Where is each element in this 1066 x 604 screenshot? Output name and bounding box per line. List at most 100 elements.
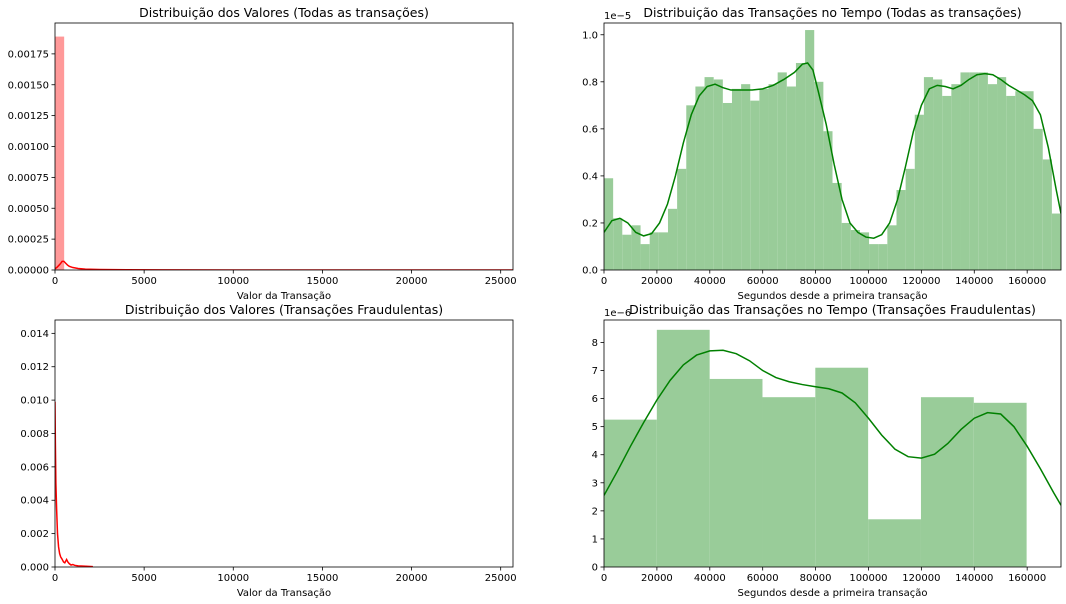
histogram-bar [604, 178, 614, 270]
histogram-bar [869, 244, 879, 270]
histogram-bar [640, 244, 650, 270]
x-tick-label: 10000 [217, 573, 249, 584]
y-offset-label: 1e−6 [604, 308, 631, 319]
y-tick-label: 0.00000 [8, 266, 49, 277]
histogram-bar [1051, 213, 1061, 270]
x-tick-label: 20000 [641, 573, 673, 584]
y-tick-label: 0.6 [582, 124, 598, 135]
histogram-bar [841, 222, 851, 270]
y-tick-label: 0.00175 [8, 49, 49, 60]
histogram-bar [805, 30, 815, 270]
x-tick-label: 0 [52, 573, 58, 584]
x-tick-label: 100000 [849, 573, 887, 584]
chart-title: Distribuição dos Valores (Transações Fra… [125, 302, 443, 317]
plot-area [604, 329, 1061, 567]
histogram-bar [613, 218, 623, 270]
histogram-bar [868, 519, 921, 567]
histogram-bar [768, 84, 778, 270]
x-tick-label: 10000 [217, 276, 249, 287]
histogram-bar [987, 84, 998, 270]
y-tick-label: 6 [592, 394, 598, 405]
x-tick-label: 25000 [485, 573, 517, 584]
y-tick-label: 0.008 [20, 429, 49, 440]
y-tick-label: 0.012 [20, 362, 49, 373]
x-axis-label: Valor da Transação [237, 588, 331, 599]
y-tick-label: 0.004 [20, 496, 49, 507]
y-tick-label: 4 [592, 450, 598, 461]
chart-title: Distribuição das Transações no Tempo (Tr… [629, 302, 1036, 317]
histogram-bar [709, 378, 763, 567]
chart-time-fraud: 0 20000 40000 60000 80000 100000 120000 140000 1… [592, 302, 1062, 599]
x-tick-label: 160000 [1008, 573, 1046, 584]
histogram-bar [731, 88, 742, 270]
y-tick-label: 0.002 [20, 529, 49, 540]
y-tick-label: 0.014 [20, 329, 49, 340]
histogram-bar [878, 244, 888, 270]
axes-frame [603, 22, 1062, 271]
histogram-bar [923, 77, 934, 270]
histogram-bar [942, 95, 952, 270]
histogram-bar [905, 168, 915, 270]
histogram-bar [1042, 159, 1052, 270]
x-tick-label: 160000 [1008, 276, 1046, 287]
histogram-bar [786, 86, 796, 270]
histogram-bar [604, 419, 657, 567]
histogram-bar [1006, 95, 1016, 270]
histogram-bar [686, 105, 696, 270]
histogram-bar [823, 131, 833, 270]
x-tick-label: 0 [52, 276, 58, 287]
x-tick-label: 20000 [396, 276, 428, 287]
histogram-bar [649, 232, 659, 270]
histogram-bar [859, 232, 870, 270]
histogram-bar [656, 329, 710, 567]
histogram-bar [695, 86, 705, 270]
y-tick-label: 2 [592, 506, 598, 517]
x-tick-label: 100000 [849, 276, 887, 287]
histogram-bar [631, 225, 641, 270]
x-tick-label: 20000 [641, 276, 673, 287]
histogram-bar [1024, 91, 1034, 270]
histogram-bar [777, 72, 787, 270]
chart-title: Distribuição dos Valores (Todas as trans… [139, 5, 429, 20]
histogram-bar [704, 77, 714, 270]
y-tick-label: 1.0 [582, 30, 598, 41]
chart-time-all: 0 20000 40000 60000 80000 100000 120000 140000 1… [582, 5, 1062, 302]
histogram-bar [920, 397, 974, 567]
y-tick-label: 0.006 [20, 462, 49, 473]
y-tick-label: 7 [592, 366, 598, 377]
chart-title: Distribuição das Transações no Tempo (To… [643, 5, 1021, 20]
kde-line [604, 349, 1061, 506]
histogram-bar [914, 114, 924, 270]
histogram-bar [762, 397, 816, 567]
x-tick-label: 120000 [902, 573, 940, 584]
y-tick-label: 8 [592, 338, 598, 349]
y-tick-label: 0.00150 [8, 80, 49, 91]
y-tick-label: 0.000 [20, 563, 49, 574]
y-tick-label: 0.010 [20, 396, 49, 407]
histogram-bar [795, 62, 806, 270]
histogram-bar [997, 77, 1007, 270]
histogram-bar [658, 232, 668, 270]
x-tick-label: 60000 [747, 573, 779, 584]
histogram-bar [759, 88, 769, 270]
x-axis-label: Segundos desde a primeira transação [738, 291, 928, 302]
x-tick-label: 40000 [694, 573, 726, 584]
histogram-bar [951, 84, 961, 270]
histogram-bar [850, 230, 860, 270]
x-tick-label: 80000 [800, 573, 832, 584]
x-axis-label: Valor da Transação [237, 291, 331, 302]
y-tick-label: 0.00025 [8, 235, 49, 246]
y-tick-label: 0.4 [582, 171, 598, 182]
histogram-bar [814, 81, 824, 270]
histogram-bar [896, 190, 906, 270]
y-tick-label: 0.2 [582, 218, 598, 229]
x-tick-label: 120000 [902, 276, 940, 287]
y-tick-label: 0 [592, 563, 598, 574]
histogram-bar [973, 402, 1027, 567]
x-tick-label: 0 [601, 573, 607, 584]
y-tick-label: 0.0 [582, 266, 598, 277]
plot-area [55, 36, 513, 270]
chart-amounts-fraud: 0 5000 10000 15000 20000 25000 0.000 0.002 0.004… [20, 302, 516, 599]
y-offset-label: 1e−5 [604, 11, 631, 22]
